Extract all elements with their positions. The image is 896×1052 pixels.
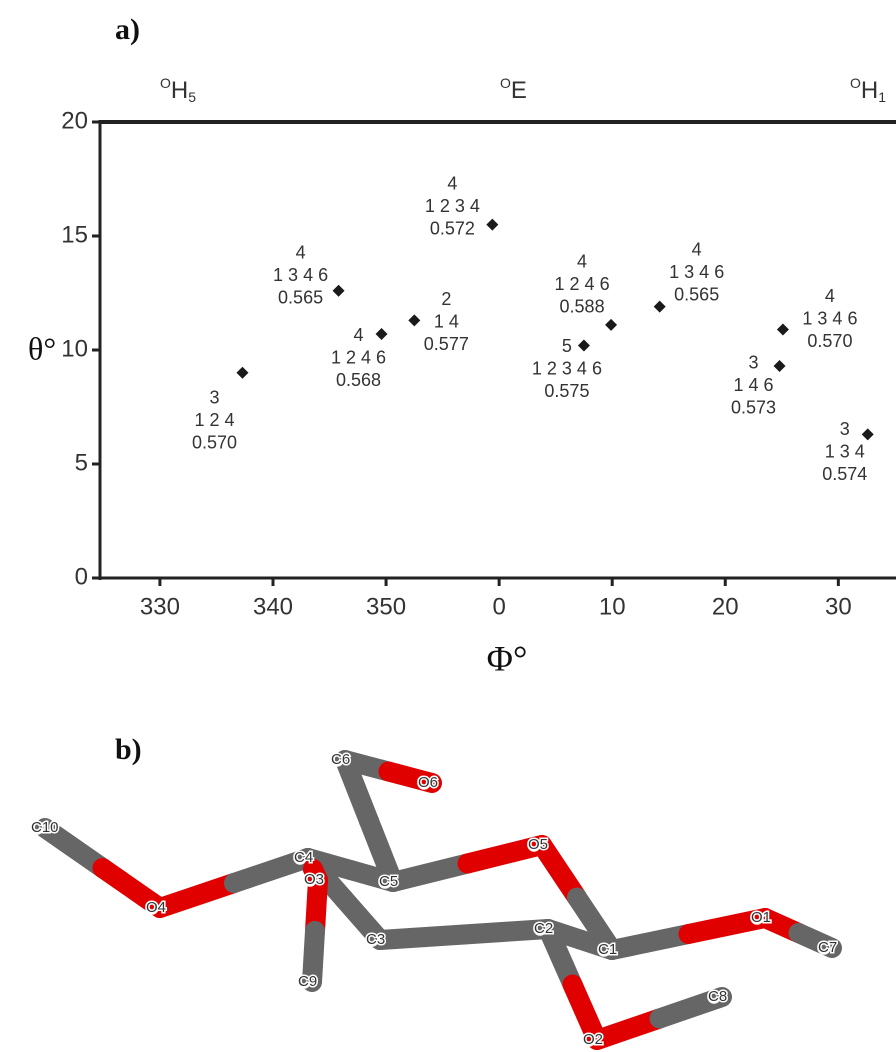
- point: [333, 285, 345, 297]
- base: E: [511, 77, 527, 104]
- point-label: 0.573: [731, 398, 776, 418]
- point: [376, 328, 388, 340]
- page: a) θ° Φ° b) C10O4C4O3C5C6O6O5C1C2C3C9O1C…: [0, 0, 896, 1052]
- atom-label: C5: [379, 873, 398, 890]
- point-label: 0.577: [424, 334, 469, 354]
- atom-label: O1: [751, 909, 771, 926]
- y-tick-label: 5: [75, 449, 88, 476]
- conformer-label: OH1: [850, 75, 886, 105]
- atom-label: O6: [418, 774, 438, 791]
- point-label: 2: [441, 289, 451, 309]
- point-label: 1 2 4 6: [331, 347, 386, 367]
- atom-label: O2: [583, 1031, 603, 1048]
- point-label: 1 2 4: [194, 410, 234, 430]
- point-label: 0.570: [807, 331, 852, 351]
- point-label: 0.588: [560, 297, 605, 317]
- point: [236, 367, 248, 379]
- point: [774, 360, 786, 372]
- atom-label: C10: [31, 819, 59, 836]
- point-label: 0.574: [822, 464, 867, 484]
- atom-label: C4: [294, 849, 313, 866]
- point-label: 1 3 4 6: [669, 262, 724, 282]
- atom-label: O5: [528, 836, 548, 853]
- point-label: 1 2 3 4: [425, 196, 480, 216]
- sup: O: [850, 75, 861, 91]
- point: [654, 301, 666, 313]
- x-tick-label: 20: [712, 593, 739, 620]
- y-tick-label: 0: [75, 563, 88, 590]
- point-label: 3: [209, 388, 219, 408]
- y-tick-label: 10: [61, 335, 88, 362]
- bond: [612, 934, 689, 950]
- atom-label: O3: [304, 871, 324, 888]
- sup: O: [160, 75, 171, 91]
- point-label: 4: [692, 239, 702, 259]
- x-tick-label: 30: [825, 593, 852, 620]
- point-label: 4: [577, 252, 587, 272]
- point-label: 4: [825, 286, 835, 306]
- x-axis-title: Φ°: [487, 638, 528, 678]
- point-label: 3: [749, 353, 759, 373]
- atom-label: C6: [331, 751, 350, 768]
- point: [862, 428, 874, 440]
- atom-label: C1: [598, 941, 617, 958]
- point-label: 4: [296, 242, 306, 262]
- y-axis-title: θ°: [28, 330, 56, 366]
- atom-label: O4: [146, 899, 166, 916]
- point: [486, 219, 498, 231]
- panel-label: a): [115, 13, 140, 46]
- point-label: 1 3 4 6: [802, 309, 857, 329]
- point: [777, 323, 789, 335]
- base: H: [861, 77, 878, 104]
- point-label: 1 3 4 6: [273, 265, 328, 285]
- x-tick-label: 10: [599, 593, 626, 620]
- atom-label: C3: [366, 931, 385, 948]
- base: H: [171, 77, 188, 104]
- point: [408, 314, 420, 326]
- atom-label: C7: [818, 939, 837, 956]
- point-label: 1 2 3 4 6: [532, 359, 602, 379]
- sup: O: [500, 75, 511, 91]
- x-tick-label: 330: [140, 593, 180, 620]
- point-label: 0.575: [544, 381, 589, 401]
- point-label: 0.570: [192, 433, 237, 453]
- atom-label: C8: [708, 988, 727, 1005]
- point: [605, 319, 617, 331]
- figure: a) θ° Φ° b) C10O4C4O3C5C6O6O5C1C2C3C9O1C…: [0, 0, 896, 1052]
- x-tick-label: 0: [492, 593, 505, 620]
- bond: [393, 864, 468, 883]
- bond: [160, 883, 234, 908]
- atom-label: C9: [298, 973, 317, 990]
- conformer-label: OH5: [160, 75, 196, 105]
- x-tick-label: 350: [366, 593, 406, 620]
- molecule: C10 O4 C4 O3 C5 C6 O6 O5 C1 C2 C3 C9 O1 C7 O2 C8: [31, 751, 837, 1048]
- point-label: 0.568: [336, 370, 381, 390]
- point-label: 5: [562, 336, 572, 356]
- point-label: 0.565: [278, 287, 323, 307]
- point-label: 1 3 4: [825, 442, 865, 462]
- point-label: 0.572: [430, 218, 475, 238]
- point-label: 1 4 6: [734, 375, 774, 395]
- bond: [380, 935, 464, 941]
- point-label: 1 4: [434, 312, 459, 332]
- sub: 1: [878, 89, 886, 105]
- sub: 5: [188, 89, 196, 105]
- point-label: 1 2 4 6: [555, 274, 610, 294]
- atom-label: C2: [534, 920, 553, 937]
- point-label: 4: [354, 325, 364, 345]
- conformer-label: OE: [500, 75, 527, 105]
- point-label: 3: [840, 419, 850, 439]
- panel-label: b): [115, 733, 142, 766]
- point-label: 4: [447, 173, 457, 193]
- y-tick-label: 20: [61, 107, 88, 134]
- point-label: 0.565: [674, 284, 719, 304]
- x-tick-label: 340: [253, 593, 293, 620]
- y-tick-label: 15: [61, 221, 88, 248]
- point: [578, 339, 590, 351]
